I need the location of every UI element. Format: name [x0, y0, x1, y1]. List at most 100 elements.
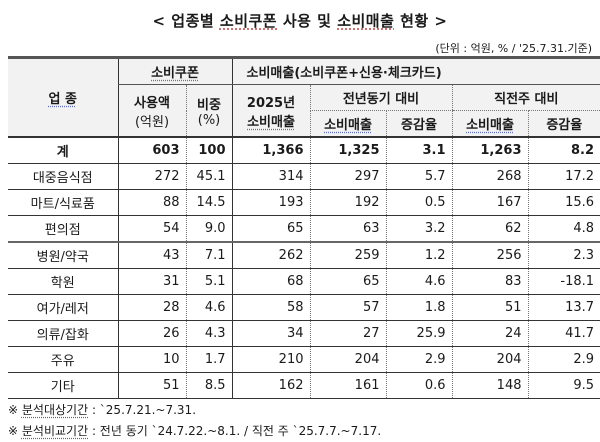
header-sales-2025: 2025년 소비매출: [231, 84, 310, 138]
page-title: < 업종별 소비쿠폰 사용 및 소비매출 현황 >: [0, 10, 600, 31]
cell-category: 마트/식료품: [8, 189, 118, 216]
header-wow-group: 직전주 대비: [451, 84, 600, 111]
table-row: 학원 31 5.1 68 65 4.6 83 -18.1: [8, 268, 600, 295]
cell-sales2025: 314: [231, 163, 310, 190]
cell-share: 1.7: [185, 346, 232, 373]
header-yoy-group: 전년동기 대비: [309, 84, 452, 111]
cell-wow-sales: 167: [451, 189, 528, 216]
header-text: 증감율: [546, 118, 583, 133]
cell-sales2025: 193: [231, 189, 310, 216]
cell-usage: 51: [117, 372, 186, 399]
cell-wow-rate: -18.1: [527, 268, 600, 295]
header-text: 소비매출(소비쿠폰+신용·체크카드): [246, 66, 442, 81]
cell-category: 기타: [8, 372, 118, 399]
cell-usage: 272: [117, 163, 186, 190]
cell-wow-sales: 204: [451, 346, 528, 373]
cell-yoy-sales: 65: [309, 268, 386, 295]
title-part: 소비쿠폰: [219, 12, 278, 30]
header-text: 소비매출: [247, 114, 295, 130]
cell-usage: 26: [117, 320, 186, 347]
cell-wow-rate: 2.3: [527, 242, 600, 269]
cell-wow-rate: 17.2: [527, 163, 600, 190]
cell-yoy-sales: 57: [309, 294, 386, 321]
cell-sales2025: 65: [231, 215, 310, 243]
title-part: 업종별: [171, 12, 220, 30]
cell-category: 여가/레저: [8, 294, 118, 321]
cell-sales2025: 34: [231, 320, 310, 347]
header-text: 전년동기 대비: [342, 92, 420, 107]
cell-yoy-sales: 204: [309, 346, 386, 373]
cell-share: 100: [185, 137, 232, 164]
header-wow-sales: 소비매출: [451, 110, 528, 138]
cell-category: 학원: [8, 268, 118, 295]
cell-yoy-rate: 0.5: [385, 189, 452, 216]
cell-sales2025: 210: [231, 346, 310, 373]
cell-yoy-sales: 259: [309, 242, 386, 269]
cell-category: 주유: [8, 346, 118, 373]
title-prefix: <: [152, 12, 172, 30]
cell-usage: 603: [117, 137, 186, 164]
table-row: 대중음식점 272 45.1 314 297 5.7 268 17.2: [8, 163, 600, 190]
cell-category: 계: [8, 137, 118, 164]
cell-yoy-rate: 2.9: [385, 346, 452, 373]
cell-share: 4.3: [185, 320, 232, 347]
title-part: 사용 및: [277, 12, 338, 30]
cell-usage: 31: [117, 268, 186, 295]
table-row: 주유 10 1.7 210 204 2.9 204 2.9: [8, 346, 600, 373]
cell-yoy-rate: 0.6: [385, 372, 452, 399]
cell-yoy-rate: 4.6: [385, 268, 452, 295]
title-part: 소비매출: [337, 12, 395, 30]
cell-wow-sales: 24: [451, 320, 528, 347]
cell-wow-rate: 13.7: [527, 294, 600, 321]
reference-mark-icon: ※: [8, 424, 22, 438]
cell-yoy-rate: 25.9: [385, 320, 452, 347]
cell-usage: 88: [117, 189, 186, 216]
header-usage: 사용액 (억원): [117, 84, 186, 138]
table-row: 마트/식료품 88 14.5 193 192 0.5 167 15.6: [8, 189, 600, 216]
cell-yoy-sales: 63: [309, 215, 386, 243]
cell-category: 편의점: [8, 215, 118, 243]
cell-wow-sales: 1,263: [451, 137, 528, 164]
table-row: 병원/약국 43 7.1 262 259 1.2 256 2.3: [8, 242, 600, 269]
sales-table: 업 종 소비쿠폰 소비매출(소비쿠폰+신용·체크카드) 사용액 (억원) 비중 (%…: [8, 56, 600, 399]
header-wow-rate: 증감율: [527, 110, 600, 138]
cell-share: 8.5: [185, 372, 232, 399]
cell-wow-sales: 148: [451, 372, 528, 399]
header-text: (%): [197, 112, 221, 128]
cell-wow-sales: 256: [451, 242, 528, 269]
footnote-target-period: ※ 분석대상기간 : `25.7.21.~7.31.: [8, 400, 381, 421]
reference-mark-icon: ※: [8, 403, 22, 417]
cell-wow-rate: 41.7: [527, 320, 600, 347]
footnote-label: 분석비교기간: [21, 424, 89, 438]
footnote-text: : 전년 동기 `24.7.22.~8.1. / 직전 주 `25.7.7.~7…: [88, 424, 382, 438]
cell-category: 의류/잡화: [8, 320, 118, 347]
cell-wow-rate: 2.9: [527, 346, 600, 373]
header-text: 직전주 대비: [494, 92, 559, 107]
header-category: 업 종: [8, 56, 118, 138]
cell-yoy-rate: 3.2: [385, 215, 452, 243]
header-text: 증감율: [401, 118, 437, 133]
header-share: 비중 (%): [185, 84, 232, 138]
cell-yoy-sales: 161: [309, 372, 386, 399]
cell-wow-rate: 8.2: [527, 137, 600, 164]
header-text: 소비매출: [466, 118, 514, 133]
cell-yoy-rate: 1.8: [385, 294, 452, 321]
cell-yoy-sales: 27: [309, 320, 386, 347]
table-row-total: 계 603 100 1,366 1,325 3.1 1,263 8.2: [8, 137, 600, 164]
header-sales-group: 소비매출(소비쿠폰+신용·체크카드): [231, 56, 600, 85]
header-text: 소비쿠폰: [151, 66, 199, 81]
cell-sales2025: 68: [231, 268, 310, 295]
header-coupon-group: 소비쿠폰: [117, 56, 232, 85]
cell-usage: 54: [117, 215, 186, 243]
unit-note: (단위 : 억원, % / '25.7.31.기준): [435, 42, 592, 55]
cell-usage: 28: [117, 294, 186, 321]
table-row: 기타 51 8.5 162 161 0.6 148 9.5: [8, 372, 600, 399]
footnote-comparison-period: ※ 분석비교기간 : 전년 동기 `24.7.22.~8.1. / 직전 주 `…: [8, 421, 381, 442]
cell-wow-sales: 62: [451, 215, 528, 243]
table-row: 의류/잡화 26 4.3 34 27 25.9 24 41.7: [8, 320, 600, 347]
cell-wow-rate: 9.5: [527, 372, 600, 399]
footnotes: ※ 분석대상기간 : `25.7.21.~7.31. ※ 분석비교기간 : 전년…: [8, 400, 381, 442]
cell-yoy-rate: 1.2: [385, 242, 452, 269]
header-yoy-rate: 증감율: [385, 110, 452, 138]
cell-usage: 43: [117, 242, 186, 269]
